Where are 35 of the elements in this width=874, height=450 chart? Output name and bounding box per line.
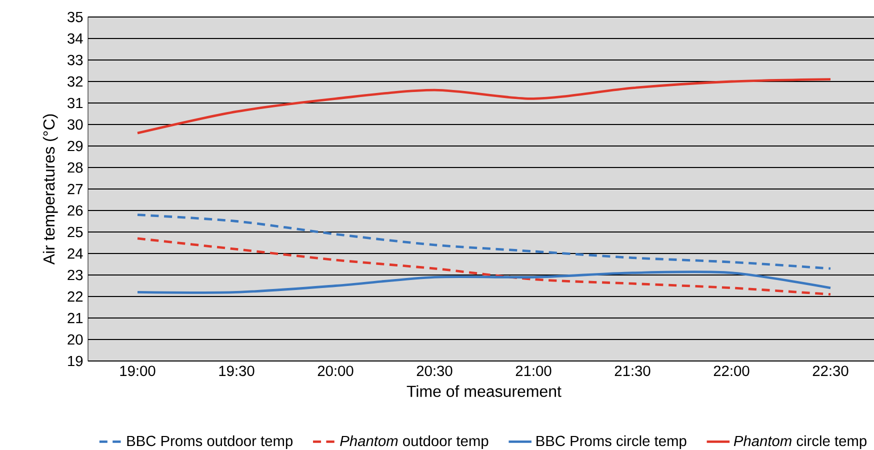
x-tick-label: 19:30 bbox=[219, 366, 254, 376]
y-tick-label: 24 bbox=[68, 248, 83, 259]
x-tick-label: 19:00 bbox=[120, 366, 156, 376]
y-tick-label: 29 bbox=[68, 140, 83, 152]
y-tick-label: 20 bbox=[68, 334, 83, 345]
y-tick-label: 32 bbox=[68, 76, 83, 87]
y-tick-label: 31 bbox=[68, 98, 83, 108]
x-tick-label: 22:30 bbox=[812, 366, 848, 376]
x-axis-title: Time of measurement bbox=[406, 385, 562, 397]
y-axis-title: Air temperatures (°C) bbox=[42, 114, 58, 265]
y-tick-label: 27 bbox=[68, 184, 83, 194]
y-tick-label: 34 bbox=[68, 33, 83, 44]
x-tick-label: 22:00 bbox=[714, 366, 750, 376]
x-tick-label: 20:00 bbox=[318, 366, 354, 376]
line-series bbox=[136, 214, 832, 270]
x-tick-label: 21:30 bbox=[614, 366, 650, 376]
x-tick-label: 21:00 bbox=[516, 366, 552, 376]
y-tick-label: 28 bbox=[68, 162, 83, 173]
y-tick-label: 25 bbox=[68, 226, 83, 238]
line-series bbox=[136, 78, 832, 134]
legend-label: Phantom circle temp bbox=[734, 435, 866, 450]
y-tick-label: 21 bbox=[68, 312, 83, 324]
y-tick-label: 26 bbox=[68, 205, 83, 216]
y-tick-label: 22 bbox=[68, 291, 83, 302]
line-series bbox=[136, 237, 832, 296]
y-tick-label: 23 bbox=[68, 270, 83, 280]
y-tick-label: 30 bbox=[68, 119, 83, 130]
legend-label: BBC Proms outdoor temp bbox=[127, 435, 293, 450]
y-tick-label: 19 bbox=[68, 356, 83, 366]
y-tick-label: 33 bbox=[68, 54, 83, 66]
y-tick-label: 35 bbox=[68, 12, 83, 22]
legend-label: BBC Proms circle temp bbox=[536, 435, 686, 450]
legend-label: Phantom outdoor temp bbox=[340, 435, 488, 450]
x-tick-label: 20:30 bbox=[416, 366, 452, 376]
line-series bbox=[136, 270, 832, 294]
